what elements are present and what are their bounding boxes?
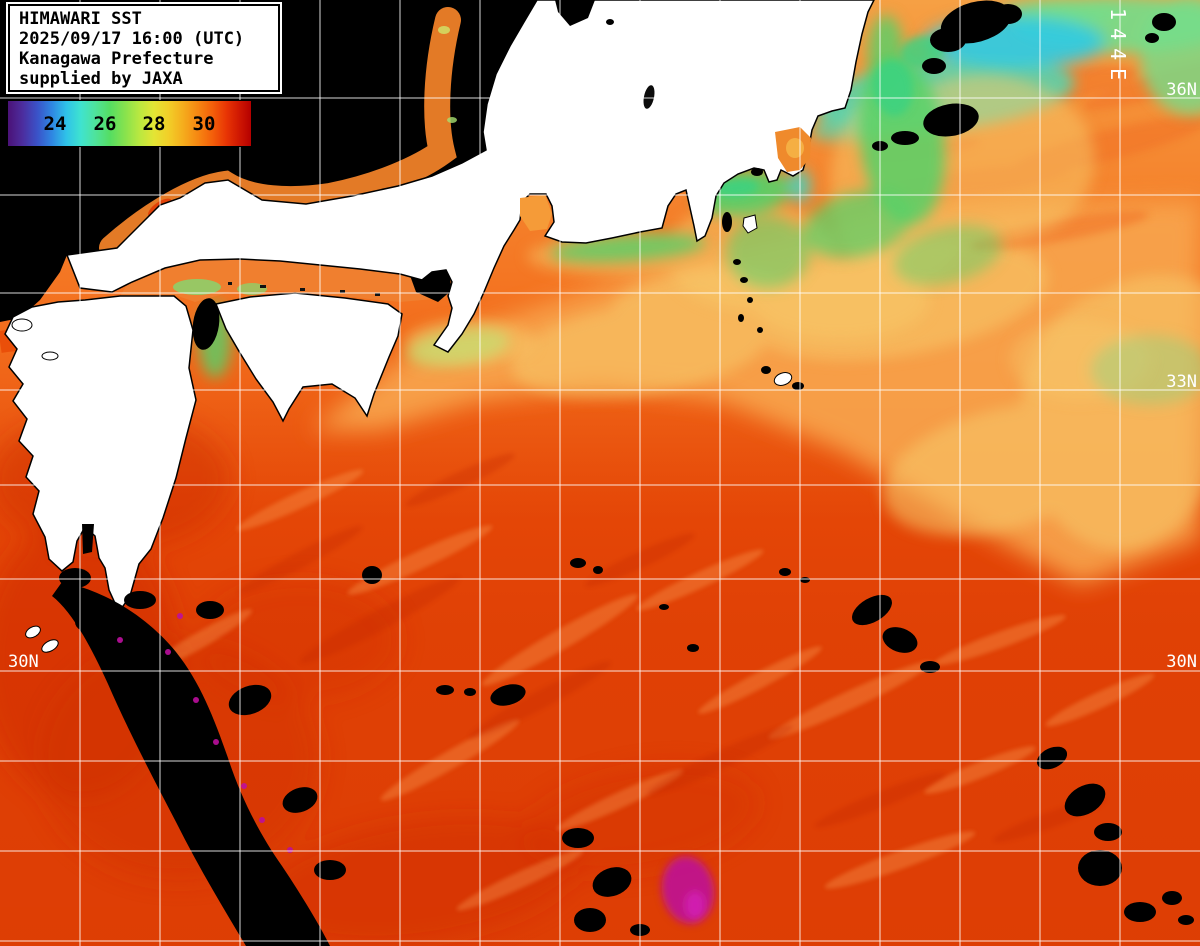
colorbar-tick-24: 24 (43, 113, 67, 135)
grid-label-30n: 30N (1166, 652, 1197, 672)
sst-colorbar: 24 26 28 30 (7, 100, 252, 147)
graticule-labels: 144E 36N 33N 30N 30N (8, 8, 1197, 672)
island-koshiki-1 (25, 625, 41, 639)
grid-label-33n: 33N (1166, 372, 1197, 392)
lake-biwa (643, 85, 655, 109)
ise-bay-water (520, 195, 552, 231)
island-hachijo (773, 372, 793, 386)
island-koshiki-2 (41, 639, 59, 653)
title-box: HIMAWARI SST 2025/09/17 16:00 (UTC) Kana… (8, 4, 280, 92)
timestamp: 2025/09/17 16:00 (UTC) (19, 29, 245, 49)
product-title: HIMAWARI SST (19, 9, 142, 29)
hot-anomaly-patch (661, 856, 715, 924)
island-iki (11, 318, 33, 332)
kagoshima-bay-cloud (82, 524, 94, 554)
grid-label-36n: 36N (1166, 80, 1197, 100)
cloud-mask-scattered (52, 0, 1194, 946)
land-honshu (65, 0, 875, 353)
grid-label-30n: 30N (8, 652, 39, 672)
colorbar-tick-28: 28 (142, 113, 166, 135)
colorbar-tick-26: 26 (93, 113, 117, 135)
region-name: Kanagawa Prefecture (19, 49, 214, 69)
bay-waters (82, 85, 811, 554)
island-hirado (41, 351, 59, 361)
land-group (4, 0, 875, 653)
land-shikoku (214, 292, 403, 423)
island-oshima (742, 214, 758, 234)
colorbar-tick-30: 30 (192, 113, 216, 135)
data-credit: supplied by JAXA (19, 69, 183, 89)
grid-label-144e: 144E (1106, 8, 1130, 88)
cloud-edge-artifacts (117, 613, 293, 853)
land-kyushu (4, 295, 197, 614)
